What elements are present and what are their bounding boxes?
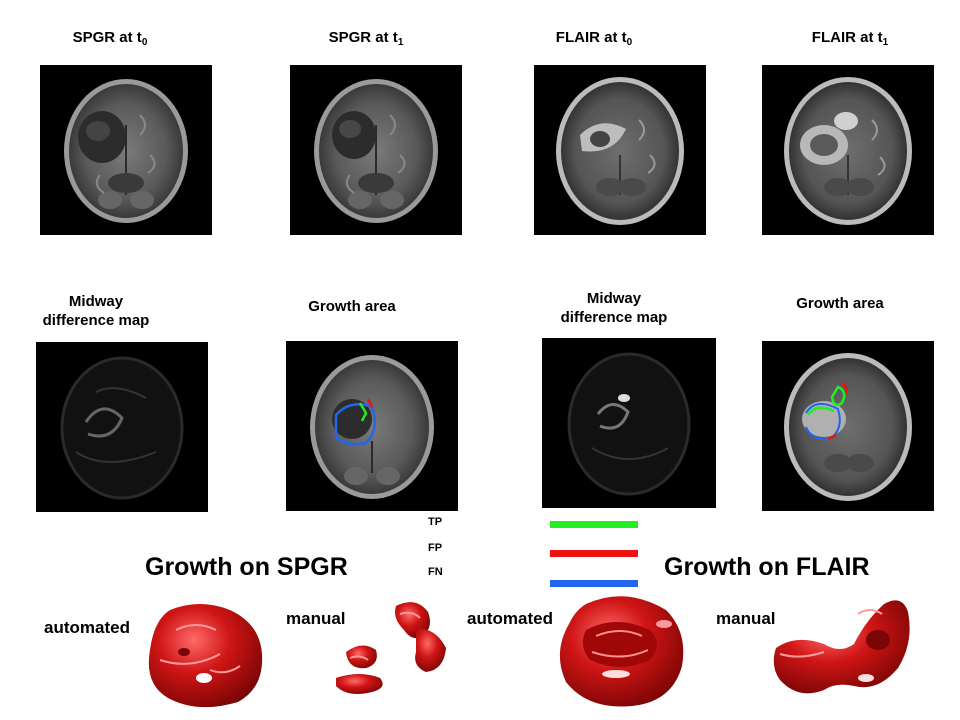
label-flair-midway: Midway difference map: [560, 290, 668, 326]
label-spgr-t0: SPGR at t0: [72, 29, 148, 48]
label-spgr-midway: Midway difference map: [42, 293, 150, 329]
render-spgr-manual: [326, 598, 454, 702]
scan-flair-difference-map: [542, 338, 716, 508]
scan-spgr-t1: [290, 65, 462, 235]
legend-line-fp: [550, 550, 638, 557]
scan-flair-t1: [762, 65, 934, 235]
render-flair-manual: [772, 594, 916, 698]
label-flair-manual: manual: [716, 609, 776, 628]
label-flair-t1: FLAIR at t1: [811, 29, 889, 48]
legend-label-tp: TP: [428, 516, 443, 528]
scan-flair-t0: [534, 65, 706, 235]
title-growth-spgr: Growth on SPGR: [145, 553, 348, 581]
scan-spgr-growth-area: [286, 341, 458, 511]
title-growth-flair: Growth on FLAIR: [664, 553, 870, 581]
legend-line-tp: [550, 521, 638, 528]
label-spgr-growth: Growth area: [308, 298, 396, 315]
render-spgr-automated: [140, 600, 264, 710]
label-flair-automated: automated: [467, 609, 553, 628]
render-flair-automated: [556, 590, 690, 710]
label-spgr-manual: manual: [286, 609, 346, 628]
legend-label-fp: FP: [428, 542, 443, 554]
scan-spgr-difference-map: [36, 342, 208, 512]
scan-spgr-t0: [40, 65, 212, 235]
scan-flair-growth-area: [762, 341, 934, 511]
legend-line-fn: [550, 580, 638, 587]
label-spgr-t1: SPGR at t1: [328, 29, 404, 48]
label-flair-growth: Growth area: [796, 295, 884, 312]
label-spgr-automated: automated: [44, 618, 130, 637]
legend-label-fn: FN: [428, 566, 443, 578]
label-flair-t0: FLAIR at t0: [555, 29, 633, 48]
